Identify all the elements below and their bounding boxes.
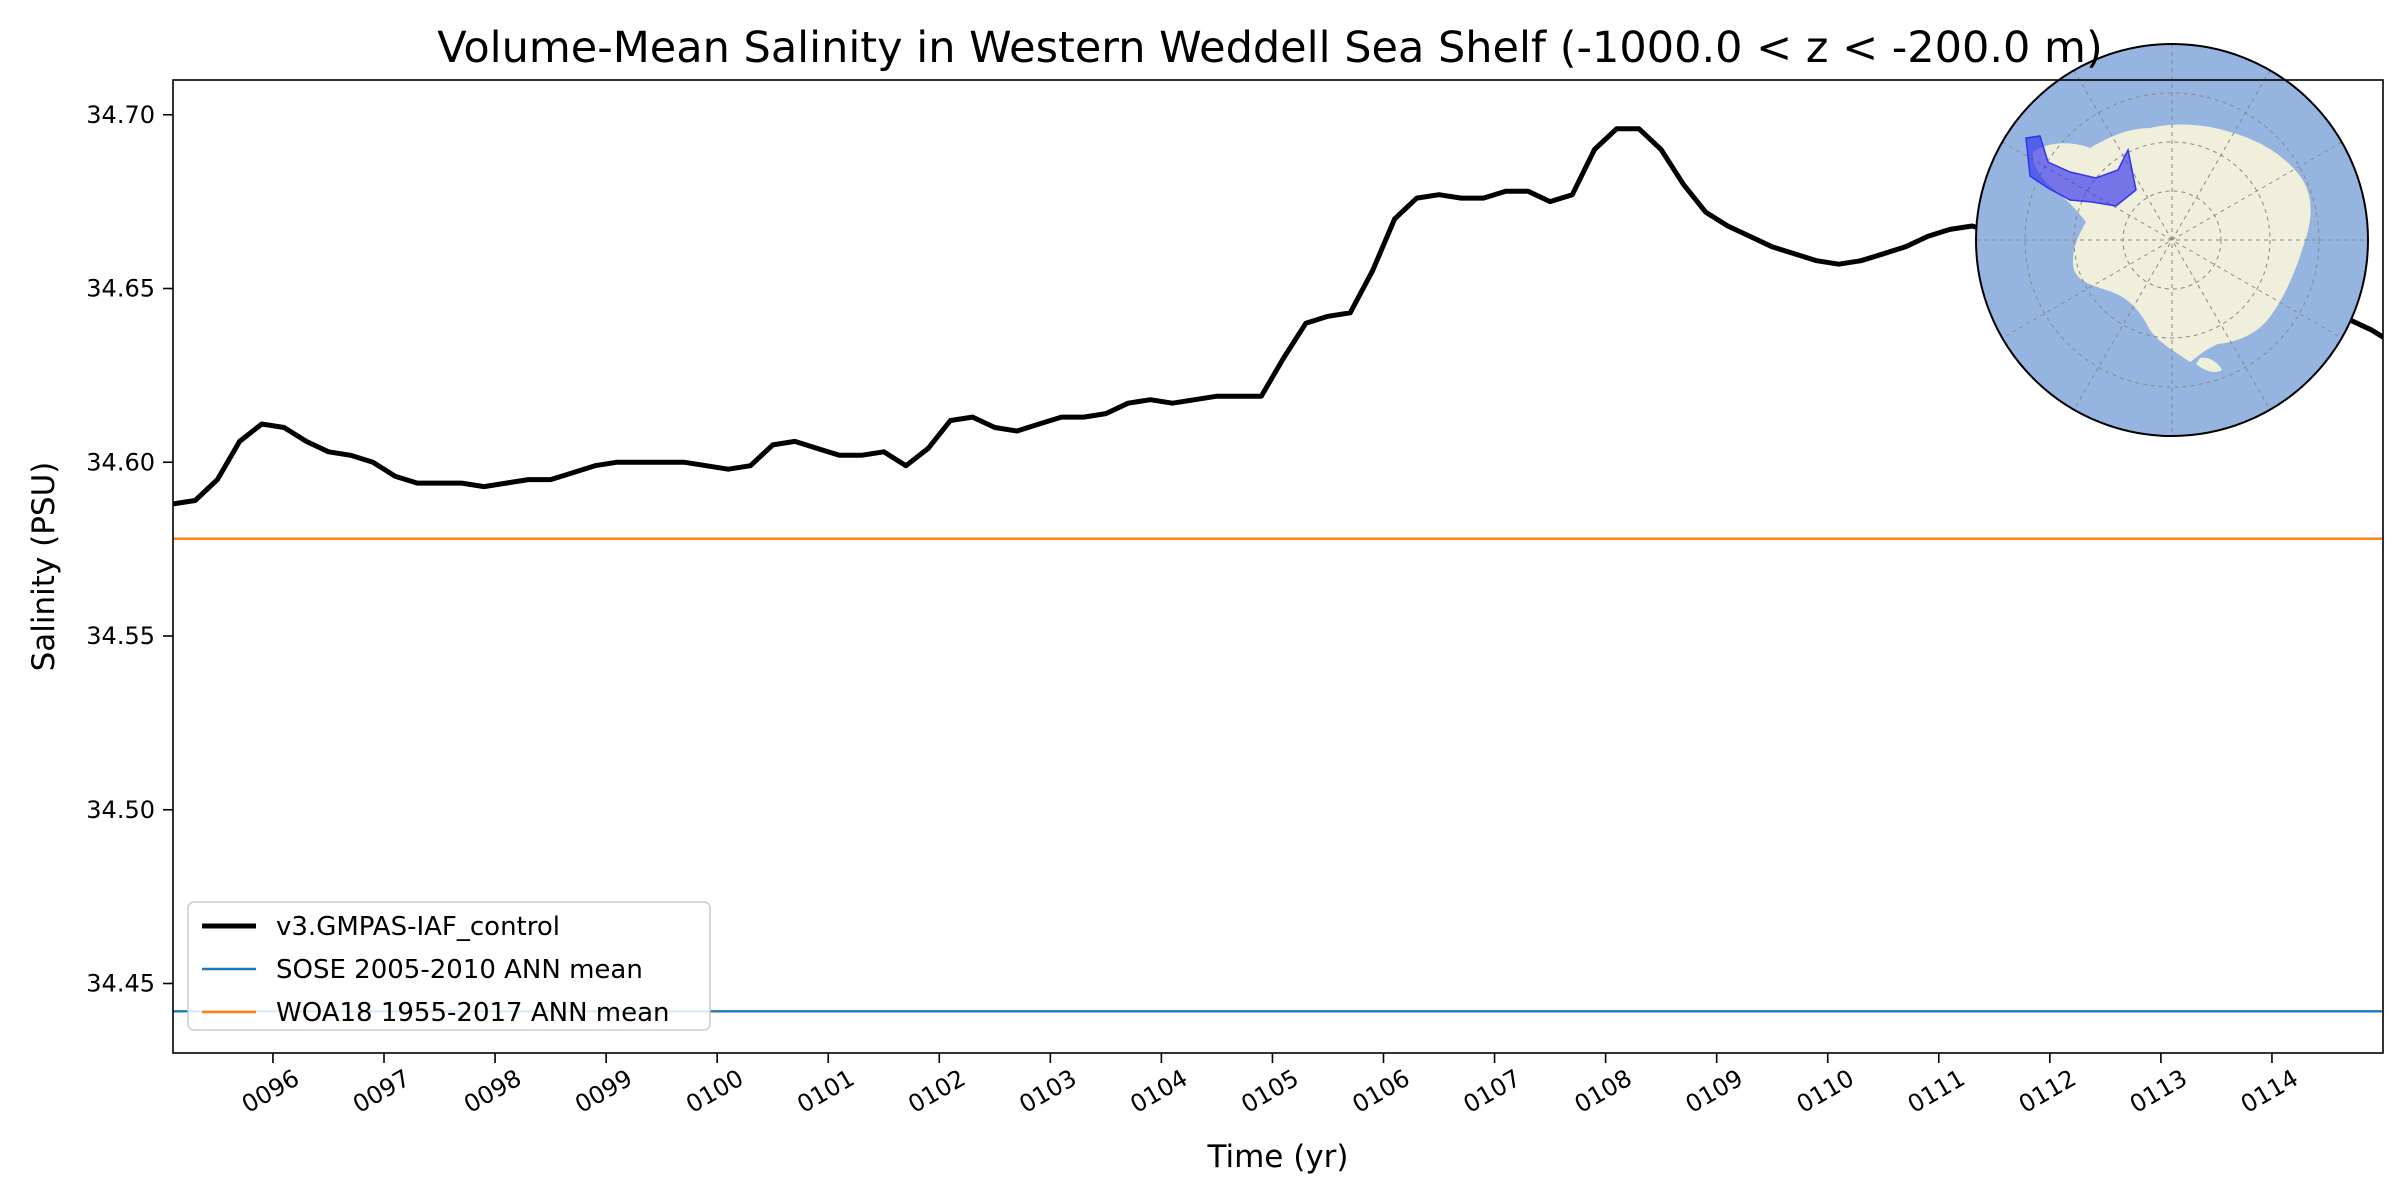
x-axis-label: Time (yr): [1207, 1139, 1349, 1175]
inset-region-highlight: [2025, 135, 2137, 207]
legend-box: [187, 901, 711, 1031]
y-tick-label: 34.70: [86, 101, 155, 129]
legend: v3.GMPAS-IAF_control SOSE 2005-2010 ANN m…: [187, 901, 711, 1031]
y-tick-label: 34.45: [86, 970, 155, 998]
inset-ice-shelf: [2196, 357, 2222, 372]
y-tick-label: 34.65: [86, 275, 155, 303]
legend-entry: SOSE 2005-2010 ANN mean: [276, 955, 643, 985]
inset-border: [1975, 43, 2369, 437]
y-tick-label: 34.55: [86, 622, 155, 650]
y-axis-label: Salinity (PSU): [26, 462, 62, 672]
legend-entry: WOA18 1955-2017 ANN mean: [276, 998, 670, 1028]
y-tick-label: 34.60: [86, 448, 155, 476]
y-tick-label: 34.50: [86, 796, 155, 824]
legend-entry: v3.GMPAS-IAF_control: [276, 912, 560, 942]
inset-latitude-line: [2024, 92, 2320, 388]
chart-title: Volume-Mean Salinity in Western Weddell …: [437, 23, 2102, 73]
inset-map: [1975, 43, 2369, 437]
plot-frame: [172, 79, 2384, 1054]
inset-longitude-line: [2002, 141, 2342, 339]
